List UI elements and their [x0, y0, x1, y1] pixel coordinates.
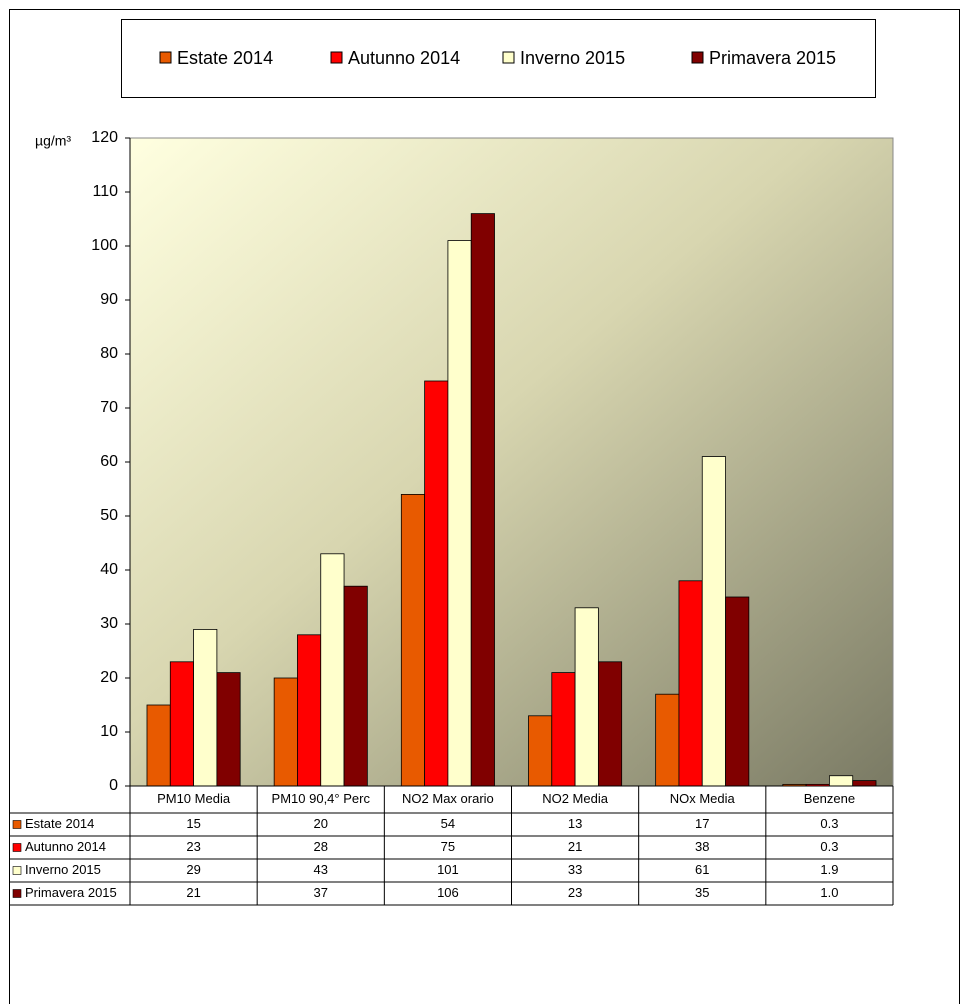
bar: [574, 607, 599, 787]
frame: [9, 9, 960, 1004]
category-label: NOx Media: [670, 791, 736, 806]
y-tick-label: 10: [100, 723, 118, 740]
legend-label: Inverno 2015: [520, 48, 625, 68]
bar: [678, 580, 703, 787]
table-row-label: Autunno 2014: [25, 839, 106, 854]
table-cell: 38: [695, 839, 709, 854]
bar: [470, 213, 495, 787]
y-tick-label: 110: [92, 183, 118, 200]
y-tick-label: 60: [100, 453, 118, 470]
table-cell: 54: [441, 816, 455, 831]
bar: [320, 553, 345, 787]
bar: [343, 585, 368, 787]
legend-label: Primavera 2015: [709, 48, 836, 68]
legend-label: Autunno 2014: [348, 48, 460, 68]
bar: [447, 240, 472, 787]
plot-area: [129, 137, 894, 787]
category-label: NO2 Media: [542, 791, 609, 806]
table-cell: 0.3: [820, 816, 838, 831]
table-cell: 35: [695, 885, 709, 900]
y-tick-label: 0: [109, 777, 118, 794]
category-label: Benzene: [804, 791, 855, 806]
bar: [725, 596, 750, 787]
bar: [701, 456, 726, 787]
y-tick-label: 50: [100, 507, 118, 524]
table-swatch: [12, 889, 22, 898]
table-cell: 20: [314, 816, 328, 831]
table-cell: 37: [314, 885, 328, 900]
table-cell: 1.9: [820, 862, 838, 877]
legend-box: [121, 19, 876, 98]
table-row-label: Primavera 2015: [25, 885, 117, 900]
table-cell: 21: [568, 839, 582, 854]
table-swatch: [12, 843, 22, 852]
table-cell: 29: [186, 862, 200, 877]
bar: [146, 704, 171, 787]
y-tick-label: 90: [100, 291, 118, 308]
table-cell: 33: [568, 862, 582, 877]
bar: [400, 493, 426, 787]
table-cell: 0.3: [820, 839, 838, 854]
legend-label: Estate 2014: [177, 48, 273, 68]
legend-swatch: [502, 51, 515, 64]
table-swatch: [12, 820, 22, 829]
y-tick-label: 30: [100, 615, 118, 632]
bar: [216, 672, 241, 787]
bar: [597, 661, 623, 787]
table-cell: 28: [314, 839, 328, 854]
legend-swatch: [159, 51, 172, 64]
bar: [528, 715, 553, 787]
y-tick-label: 70: [100, 399, 118, 416]
table-cell: 23: [568, 885, 582, 900]
bar: [424, 380, 449, 787]
bar: [655, 693, 680, 787]
table-cell: 61: [695, 862, 709, 877]
y-tick-label: 20: [100, 669, 118, 686]
table-cell: 21: [186, 885, 200, 900]
legend-swatch: [691, 51, 704, 64]
y-tick-label: 100: [91, 237, 118, 254]
y-tick-label: 40: [100, 561, 118, 578]
category-label: NO2 Max orario: [402, 791, 494, 806]
bar: [829, 775, 854, 787]
bar: [193, 629, 218, 787]
table-row-label: Estate 2014: [25, 816, 94, 831]
bar: [273, 677, 298, 787]
table-cell: 43: [314, 862, 328, 877]
table-cell: 101: [437, 862, 459, 877]
table-cell: 1.0: [820, 885, 838, 900]
table-swatch: [12, 866, 22, 875]
table-cell: 15: [186, 816, 200, 831]
table-cell: 75: [441, 839, 455, 854]
legend-swatch: [330, 51, 343, 64]
table-cell: 23: [186, 839, 200, 854]
y-tick-label: 80: [100, 345, 118, 362]
bar: [169, 661, 194, 787]
table-cell: 17: [695, 816, 709, 831]
category-label: PM10 90,4° Perc: [272, 791, 371, 806]
table-row-label: Inverno 2015: [25, 862, 101, 877]
y-tick-label: 120: [91, 129, 118, 146]
bar: [297, 634, 322, 787]
y-axis-label: µg/m³: [35, 133, 71, 149]
category-label: PM10 Media: [157, 791, 231, 806]
bar: [551, 672, 576, 787]
table-cell: 13: [568, 816, 582, 831]
table-cell: 106: [437, 885, 459, 900]
bar: [852, 780, 877, 787]
